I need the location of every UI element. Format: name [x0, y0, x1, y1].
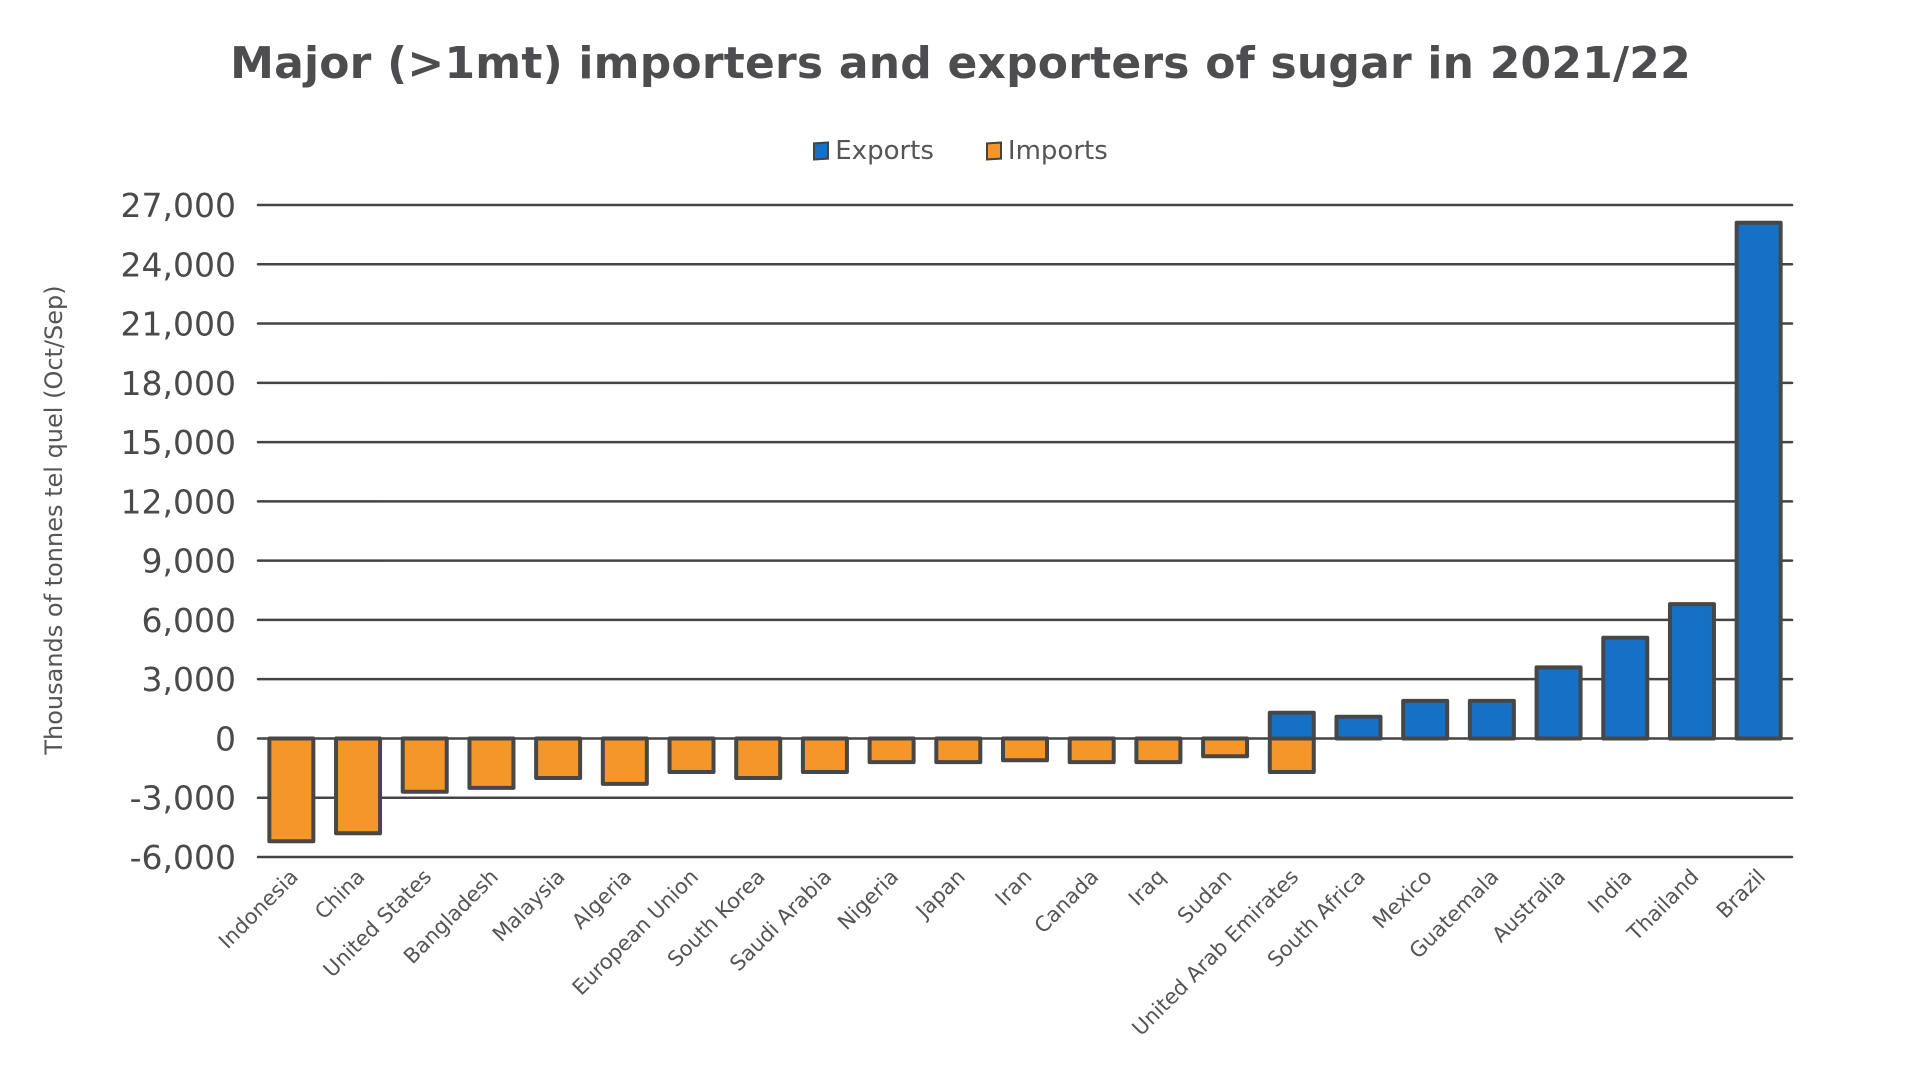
- bar-exports-brazil: [1734, 220, 1783, 741]
- y-tick-label: 15,000: [121, 423, 236, 462]
- y-tick-label: 6,000: [142, 601, 236, 640]
- legend: Exports Imports: [0, 136, 1921, 166]
- bar-imports-bangladesh: [467, 736, 516, 790]
- x-tick-label: European Union: [568, 865, 703, 1000]
- bar-exports-thailand: [1667, 602, 1716, 741]
- bar-imports-algeria: [600, 736, 649, 786]
- y-tick-label: 27,000: [121, 186, 236, 225]
- bar-imports-sudan: [1201, 736, 1250, 759]
- x-tick-label: Sudan: [1173, 865, 1237, 929]
- x-tick-label: China: [310, 865, 369, 924]
- x-tick-label: Nigeria: [833, 865, 903, 935]
- bar-exports-guatemala: [1467, 698, 1516, 741]
- bar-imports-japan: [934, 736, 983, 765]
- bar-exports-australia: [1534, 665, 1583, 741]
- x-tick-label: Canada: [1030, 865, 1103, 938]
- y-tick-label: -3,000: [130, 779, 236, 818]
- x-tick-label: Brazil: [1712, 865, 1770, 923]
- bar-imports-united-states: [400, 736, 449, 794]
- bar-exports-south-africa: [1334, 714, 1383, 741]
- bar-exports-united-arab-emirates: [1267, 710, 1316, 741]
- x-tick-label: Iran: [991, 865, 1037, 911]
- bar-imports-european-union: [667, 736, 716, 775]
- legend-label-imports: Imports: [1007, 136, 1108, 166]
- x-tick-label: India: [1583, 865, 1636, 918]
- y-tick-label: -6,000: [130, 838, 236, 877]
- bar-imports-malaysia: [534, 736, 583, 780]
- bar-imports-iran: [1001, 736, 1049, 763]
- chart-title: Major (>1mt) importers and exporters of …: [230, 38, 1691, 89]
- bar-imports-indonesia: [267, 736, 316, 844]
- bar-imports-south-korea: [734, 736, 783, 780]
- bar-exports-india: [1601, 635, 1650, 741]
- y-tick-label: 12,000: [121, 482, 236, 521]
- x-tick-label: Mexico: [1368, 865, 1437, 934]
- x-tick-label: Malaysia: [488, 865, 570, 947]
- bar-imports-nigeria: [867, 736, 916, 765]
- x-tick-label: Australia: [1487, 865, 1570, 948]
- bar-imports-china: [334, 736, 383, 836]
- bar-imports-iraq: [1134, 736, 1183, 765]
- x-tick-label: Indonesia: [214, 865, 303, 954]
- x-tick-label: Thailand: [1622, 865, 1703, 946]
- x-tick-label: Iraq: [1124, 865, 1170, 911]
- legend-item-exports: Exports: [813, 136, 934, 166]
- y-tick-label: 18,000: [121, 364, 236, 403]
- legend-item-imports: Imports: [985, 136, 1108, 166]
- y-tick-label: 21,000: [121, 305, 236, 344]
- y-tick-label: 24,000: [121, 245, 236, 284]
- bar-exports-mexico: [1401, 698, 1450, 741]
- legend-label-exports: Exports: [835, 136, 934, 166]
- x-tick-label: Japan: [910, 865, 970, 925]
- y-tick-label: 0: [215, 719, 236, 758]
- y-tick-label: 3,000: [142, 660, 236, 699]
- bar-imports-saudi-arabia: [800, 736, 849, 775]
- bar-imports-canada: [1067, 736, 1116, 765]
- y-tick-label: 9,000: [142, 542, 236, 581]
- bar-imports-united-arab-emirates: [1267, 736, 1316, 775]
